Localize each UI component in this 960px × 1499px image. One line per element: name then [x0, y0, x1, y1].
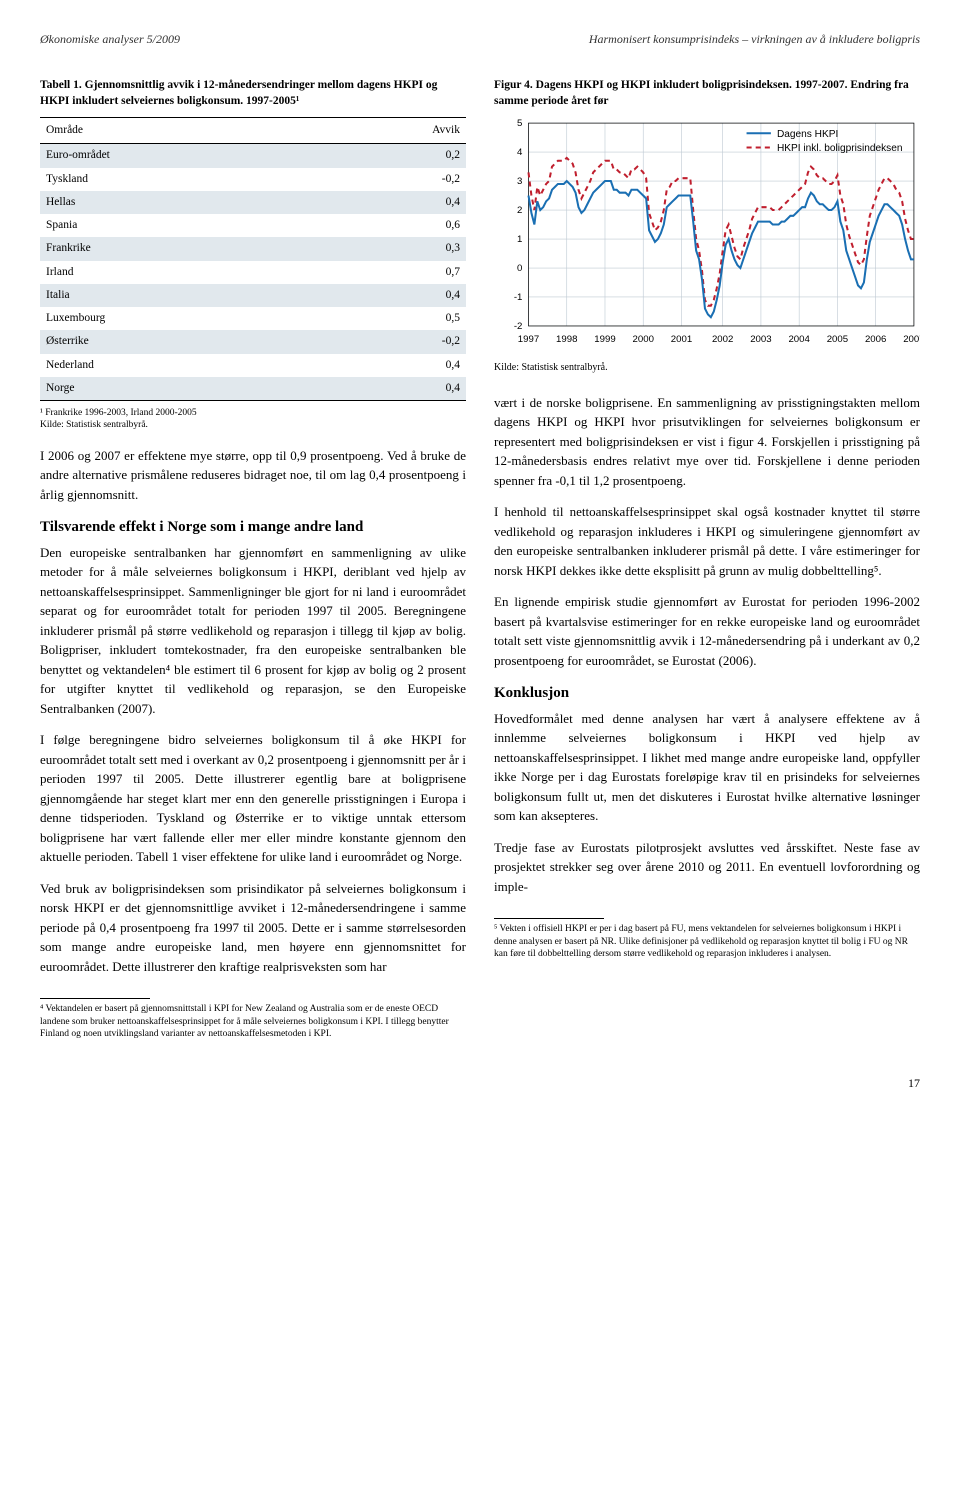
main-columns: Tabell 1. Gjennomsnittlig avvik i 12-mån… — [40, 78, 920, 1054]
right-p2: I henhold til nettoanskaffelsesprinsippe… — [494, 502, 920, 580]
table-row: Irland0,7 — [40, 261, 466, 284]
svg-text:5: 5 — [517, 118, 522, 129]
right-section-p2: Tredje fase av Eurostats pilotprosjekt a… — [494, 838, 920, 897]
svg-text:2003: 2003 — [750, 334, 771, 345]
table-row: Spania0,6 — [40, 214, 466, 237]
svg-text:2004: 2004 — [788, 334, 810, 345]
table-cell-area: Irland — [40, 261, 319, 284]
table1: Område Avvik Euro-området0,2Tyskland-0,2… — [40, 117, 466, 401]
svg-text:2000: 2000 — [633, 334, 654, 345]
table-cell-value: 0,6 — [319, 214, 466, 237]
svg-text:2005: 2005 — [827, 334, 848, 345]
figure4-svg: -2 -1 0 1 2 3 4 5 1997 1998 1999 2000 2001 2002 2003 20… — [494, 115, 920, 348]
svg-text:1998: 1998 — [556, 334, 577, 345]
table-cell-value: -0,2 — [319, 330, 466, 353]
svg-text:-2: -2 — [514, 321, 523, 332]
header-right: Harmonisert konsumprisindeks – virkninge… — [589, 30, 920, 48]
table-cell-value: 0,4 — [319, 354, 466, 377]
figure4-caption: Figur 4. Dagens HKPI og HKPI inkludert b… — [494, 78, 920, 109]
table-cell-value: 0,4 — [319, 284, 466, 307]
footnote-rule-right — [494, 918, 604, 919]
table-cell-area: Frankrike — [40, 237, 319, 260]
svg-text:1997: 1997 — [518, 334, 539, 345]
table-row: Italia0,4 — [40, 284, 466, 307]
svg-text:1999: 1999 — [594, 334, 615, 345]
table-row: Nederland0,4 — [40, 354, 466, 377]
table-row: Tyskland-0,2 — [40, 168, 466, 191]
figure4-source: Kilde: Statistisk sentralbyrå. — [494, 360, 920, 375]
table-row: Luxembourg0,5 — [40, 307, 466, 330]
svg-text:Dagens HKPI: Dagens HKPI — [777, 129, 838, 140]
table-cell-value: 0,3 — [319, 237, 466, 260]
table1-header-row: Område Avvik — [40, 118, 466, 144]
table-row: Østerrike-0,2 — [40, 330, 466, 353]
table-row: Hellas0,4 — [40, 191, 466, 214]
svg-text:2002: 2002 — [712, 334, 733, 345]
table-cell-area: Spania — [40, 214, 319, 237]
running-header: Økonomiske analyser 5/2009 Harmonisert k… — [40, 30, 920, 48]
left-column: Tabell 1. Gjennomsnittlig avvik i 12-mån… — [40, 78, 466, 1054]
table-cell-area: Tyskland — [40, 168, 319, 191]
table-cell-area: Norge — [40, 377, 319, 401]
svg-text:4: 4 — [517, 147, 523, 158]
right-p1: vært i de norske boligprisene. En sammen… — [494, 393, 920, 491]
svg-text:2007: 2007 — [903, 334, 920, 345]
svg-text:3: 3 — [517, 176, 522, 187]
svg-text:-1: -1 — [514, 292, 523, 303]
table1-footnote: ¹ Frankrike 1996-2003, Irland 2000-2005K… — [40, 407, 466, 432]
table1-caption: Tabell 1. Gjennomsnittlig avvik i 12-mån… — [40, 78, 466, 109]
svg-text:HKPI inkl. boligprisindeksen: HKPI inkl. boligprisindeksen — [777, 143, 903, 154]
right-column: Figur 4. Dagens HKPI og HKPI inkludert b… — [494, 78, 920, 1054]
table-cell-value: 0,5 — [319, 307, 466, 330]
svg-text:2001: 2001 — [671, 334, 692, 345]
left-section-p2: I følge beregningene bidro selveiernes b… — [40, 730, 466, 867]
table-row: Euro-området0,2 — [40, 144, 466, 168]
right-footnote: ⁵ Vekten i offisiell HKPI er per i dag b… — [494, 923, 920, 960]
svg-text:0: 0 — [517, 263, 522, 274]
table1-col1: Avvik — [319, 118, 466, 144]
table1-col0: Område — [40, 118, 319, 144]
left-p1: I 2006 og 2007 er effektene mye større, … — [40, 446, 466, 505]
svg-text:2: 2 — [517, 205, 522, 216]
right-section-p1: Hovedformålet med denne analysen har vær… — [494, 709, 920, 826]
table-cell-area: Østerrike — [40, 330, 319, 353]
left-footnote: ⁴ Vektandelen er basert på gjennomsnitts… — [40, 1003, 466, 1040]
svg-text:1: 1 — [517, 234, 522, 245]
table-cell-value: -0,2 — [319, 168, 466, 191]
table-cell-area: Luxembourg — [40, 307, 319, 330]
left-section-heading: Tilsvarende effekt i Norge som i mange a… — [40, 516, 466, 539]
table-cell-area: Nederland — [40, 354, 319, 377]
svg-text:2006: 2006 — [865, 334, 886, 345]
table-cell-value: 0,4 — [319, 377, 466, 401]
right-p3: En lignende empirisk studie gjennomført … — [494, 592, 920, 670]
footnote-rule-left — [40, 998, 150, 999]
table-cell-value: 0,4 — [319, 191, 466, 214]
left-section-p1: Den europeiske sentralbanken har gjennom… — [40, 543, 466, 719]
left-section-p3: Ved bruk av boligprisindeksen som prisin… — [40, 879, 466, 977]
table-row: Frankrike0,3 — [40, 237, 466, 260]
right-section-heading: Konklusjon — [494, 682, 920, 705]
page-number: 17 — [40, 1074, 920, 1092]
table-row: Norge0,4 — [40, 377, 466, 401]
table-cell-area: Euro-området — [40, 144, 319, 168]
header-left: Økonomiske analyser 5/2009 — [40, 30, 180, 48]
table-cell-area: Italia — [40, 284, 319, 307]
table-cell-value: 0,2 — [319, 144, 466, 168]
figure4-chart: -2 -1 0 1 2 3 4 5 1997 1998 1999 2000 2001 2002 2003 20… — [494, 115, 920, 354]
table-cell-area: Hellas — [40, 191, 319, 214]
table-cell-value: 0,7 — [319, 261, 466, 284]
